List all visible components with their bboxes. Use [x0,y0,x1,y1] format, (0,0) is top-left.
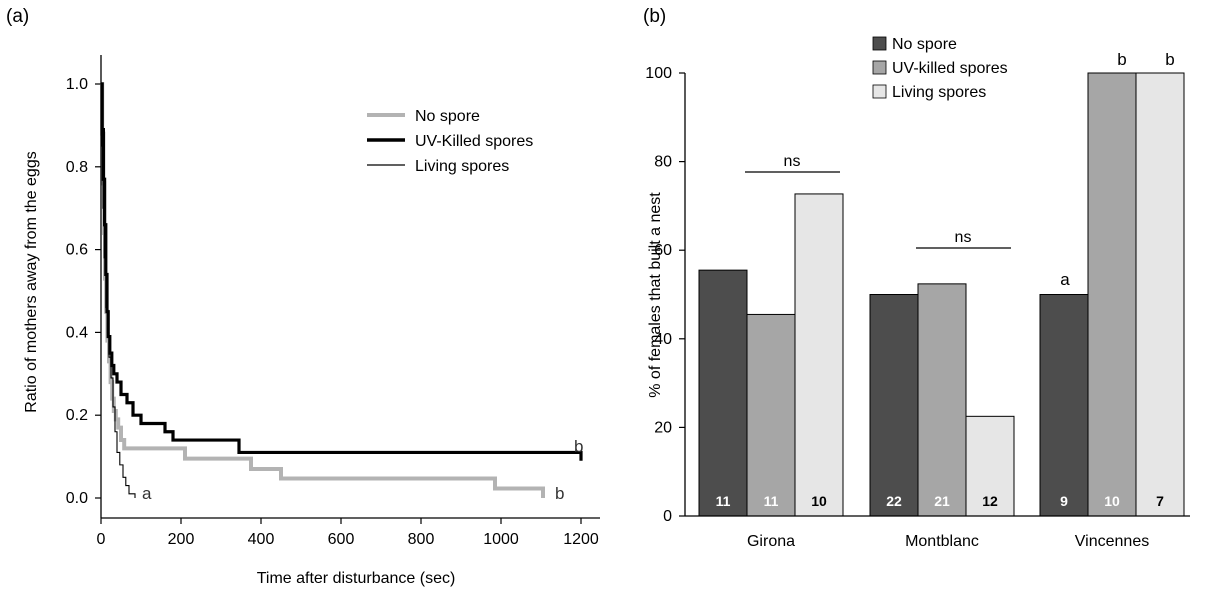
survival-legend: No spore UV-Killed spores Living spores [367,108,533,175]
bar-girona-no-spore [698,269,748,517]
bar-sample-size: 12 [982,493,998,509]
letter-vincennes-living: b [1165,50,1174,69]
bar-vincennes-uv-killed-spores [1087,72,1137,517]
bar-sample-size: 10 [811,493,827,509]
letter-uv-killed: b [574,437,583,456]
legend-label-no-spore: No spore [415,108,480,125]
bar-montblanc-uv-killed-spores [917,283,967,517]
bar-sample-size: 11 [764,493,779,509]
survival-y-axis-title: Ratio of mothers away from the eggs [23,151,40,412]
ns-label-montblanc: ns [955,229,972,246]
survival-y-tick-label: 1.0 [66,76,88,93]
bar-sample-size: 7 [1156,493,1164,509]
survival-x-tick-label: 600 [328,531,355,548]
legend-label-uv-killed: UV-Killed spores [415,133,533,150]
survival-x-tick-label: 1200 [563,531,599,548]
survival-y-tick-label: 0.8 [66,159,88,176]
survival-y-tick-label: 0.2 [66,407,88,424]
legend-swatch-bar-living [872,84,887,99]
survival-plot: 0 200 400 600 800 1000 1200 0.0 0.2 0.4 0.6 0.8 1.0 [66,76,599,548]
nest-bar-plot: 0 20 40 60 80 100 11 11 10 Girona 22 21 12 Montblanc 9… [645,65,1185,550]
bar-y-tick-label: 80 [654,154,672,171]
ns-label-girona: ns [784,153,801,170]
survival-y-tick-label: 0.4 [66,324,88,341]
legend-label-bar-uv-killed: UV-killed spores [892,60,1008,77]
survival-y-tick-label: 0.0 [66,490,88,507]
bar-vincennes-no-spore [1039,294,1089,517]
bar-sample-size: 22 [886,493,902,509]
bar-sample-size: 21 [934,493,950,509]
survival-x-tick-label: 0 [97,531,106,548]
bar-vincennes-living-spores [1135,72,1185,517]
bar-montblanc-no-spore [869,294,919,517]
bar-y-axis-title: % of females that built a nest [647,192,664,398]
bar-sample-size: 9 [1060,493,1068,509]
survival-x-tick-label: 200 [168,531,195,548]
bar-category-label: Girona [747,533,795,550]
panel-b-label: (b) [643,6,666,27]
bar-montblanc-living-spores [965,415,1015,517]
bar-sample-size: 10 [1104,493,1120,509]
bar-y-tick-label: 100 [645,65,672,82]
survival-y-tick-label: 0.6 [66,242,88,259]
letter-vincennes-uv-killed: b [1117,50,1126,69]
bar-y-tick-label: 60 [654,242,672,259]
bar-category-label: Vincennes [1075,533,1149,550]
bar-sample-size: 11 [716,493,731,509]
bar-y-tick-label: 40 [654,331,672,348]
legend-label-bar-no-spore: No spore [892,36,957,53]
bar-girona-uv-killed-spores [746,313,796,517]
bar-category-label: Montblanc [905,533,979,550]
letter-vincennes-no-spore: a [1060,270,1070,289]
bar-y-tick-label: 0 [663,508,672,525]
survival-x-tick-label: 1000 [483,531,519,548]
letter-living: a [142,484,152,503]
series-line-living [101,83,136,498]
legend-label-living: Living spores [415,158,509,175]
bar-girona-living-spores [794,193,844,517]
panel-a-label: (a) [6,6,29,27]
bar-y-tick-label: 20 [654,419,672,436]
bar-legend: No spore UV-killed spores Living spores [872,36,1008,101]
letter-no-spore: b [555,484,564,503]
legend-swatch-bar-no-spore [872,36,887,51]
survival-x-tick-label: 400 [248,531,275,548]
survival-x-tick-label: 800 [408,531,435,548]
survival-x-axis-title: Time after disturbance (sec) [257,570,456,587]
legend-swatch-bar-uv-killed [872,60,887,75]
legend-label-bar-living: Living spores [892,84,986,101]
